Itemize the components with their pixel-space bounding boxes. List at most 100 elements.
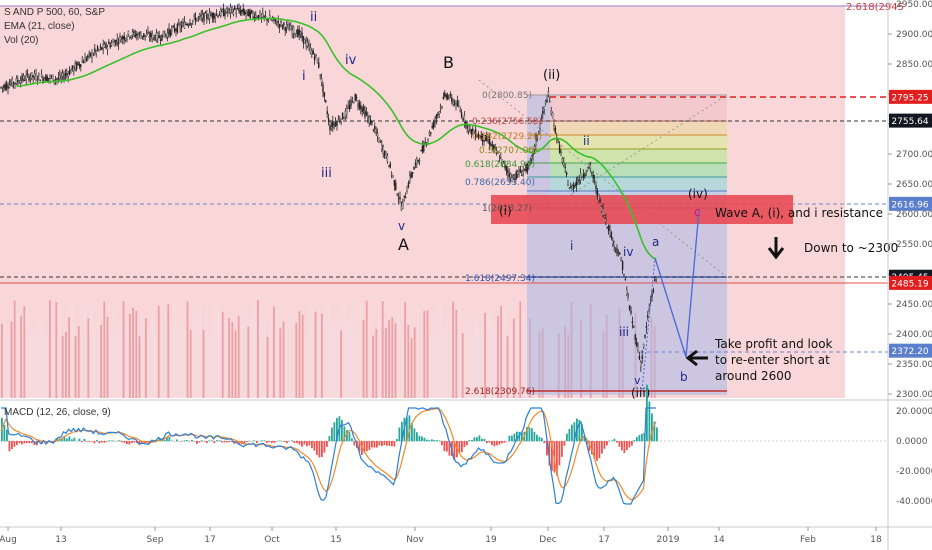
macd-histogram-bar — [328, 436, 331, 442]
price-candle-body — [89, 52, 92, 57]
volume-bar — [519, 301, 522, 398]
price-candle-body — [203, 12, 205, 22]
price-candle-body — [8, 84, 11, 88]
volume-bar — [372, 335, 374, 398]
price-candle-body — [365, 112, 368, 115]
price-candle-body — [546, 99, 548, 102]
price-candle-body — [182, 22, 184, 24]
macd-histogram-bar — [473, 437, 476, 442]
macd-histogram-bar — [6, 429, 8, 442]
macd-histogram-bar — [176, 439, 178, 442]
macd-histogram-bar — [613, 438, 616, 442]
macd-histogram-bar — [278, 440, 281, 442]
price-candle-body — [236, 8, 239, 10]
price-candle-body — [61, 72, 64, 77]
price-candle-body — [507, 170, 509, 173]
macd-tick-label: -20.0000 — [896, 467, 932, 477]
price-candle-body — [57, 77, 60, 80]
macd-histogram-bar — [348, 432, 351, 442]
macd-histogram-bar — [418, 435, 421, 442]
macd-histogram-bar — [266, 441, 268, 443]
price-candle-body — [462, 118, 464, 120]
price-candle-body — [106, 46, 109, 50]
chart-legend: S AND P 500, 60, S&P EMA (21, close) Vol… — [4, 6, 105, 48]
volume-bar — [369, 320, 371, 398]
price-candle-body — [84, 57, 86, 64]
price-candle-body — [264, 15, 267, 18]
price-candle-body — [378, 138, 380, 143]
macd-histogram-bar — [261, 440, 263, 442]
price-candle-body — [215, 13, 218, 15]
macd-histogram-bar — [443, 441, 446, 452]
price-candle-body — [641, 355, 643, 359]
price-candle-body — [196, 18, 198, 21]
macd-histogram-bar — [323, 441, 326, 453]
macd-histogram-bar — [163, 439, 166, 442]
volume-bar — [119, 321, 122, 398]
price-candle-body — [444, 92, 446, 96]
macd-histogram-bar — [528, 427, 531, 442]
price-candle-body — [367, 115, 369, 118]
macd-histogram-bar — [353, 441, 356, 446]
price-candle-body — [229, 7, 232, 14]
price-candle-body — [533, 146, 536, 150]
macd-histogram-bar — [181, 441, 183, 442]
volume-bar — [273, 306, 275, 398]
macd-histogram-bar — [533, 432, 536, 442]
volume-bar — [231, 322, 234, 398]
price-candle-body — [579, 173, 582, 181]
macd-histogram-bar — [193, 441, 196, 442]
macd-histogram-bar — [123, 441, 126, 443]
price-candle-body — [596, 190, 599, 197]
volume-bar — [193, 308, 195, 398]
price-tick-label: 2650.00 — [896, 180, 932, 190]
price-candle-body — [325, 100, 327, 102]
macd-histogram-bar — [543, 441, 546, 444]
price-candle-body — [374, 126, 376, 130]
macd-histogram-bar — [161, 440, 163, 442]
price-candle-body — [31, 72, 33, 79]
volume-bar — [471, 335, 474, 398]
volume-bar — [260, 317, 262, 398]
macd-histogram-bar — [263, 440, 266, 442]
macd-histogram-bar — [513, 433, 516, 442]
price-candle-body — [404, 196, 407, 199]
price-candle-body — [437, 113, 439, 116]
price-tick-label: 2450.00 — [896, 300, 932, 310]
macd-histogram-bar — [368, 441, 371, 451]
price-candle-body — [584, 174, 586, 177]
time-tick-label: Oct — [264, 535, 280, 545]
price-candle-body — [458, 105, 460, 107]
wave-label-a: a — [652, 235, 659, 249]
price-candle-body — [255, 14, 257, 18]
price-candle-body — [655, 276, 657, 279]
price-candle-body — [263, 15, 265, 17]
macd-histogram-bar — [413, 428, 416, 442]
price-candle-body — [47, 77, 50, 80]
price-candle-body — [544, 101, 547, 104]
volume-bar — [407, 325, 410, 398]
price-candle-body — [456, 101, 459, 107]
macd-histogram-bar — [588, 441, 591, 451]
volume-bar — [71, 300, 74, 398]
macd-histogram-bar — [656, 427, 658, 442]
price-candle-body — [417, 159, 419, 162]
volume-bar — [58, 304, 61, 398]
macd-histogram-bar — [423, 437, 426, 442]
price-candle-body — [67, 73, 69, 77]
price-candle-body — [267, 19, 270, 22]
price-candle-body — [413, 167, 415, 170]
price-candle-body — [515, 171, 517, 180]
volume-bar — [263, 321, 266, 398]
volume-bar — [87, 318, 90, 398]
price-candle-body — [333, 123, 335, 125]
volume-bar — [52, 337, 54, 398]
price-candle-body — [186, 23, 188, 26]
volume-bar — [106, 316, 109, 398]
price-candle-body — [595, 185, 597, 190]
macd-histogram-bar — [498, 441, 501, 445]
time-tick-label: Feb — [800, 535, 816, 545]
macd-histogram-bar — [296, 441, 298, 444]
price-candle-body — [101, 47, 103, 50]
